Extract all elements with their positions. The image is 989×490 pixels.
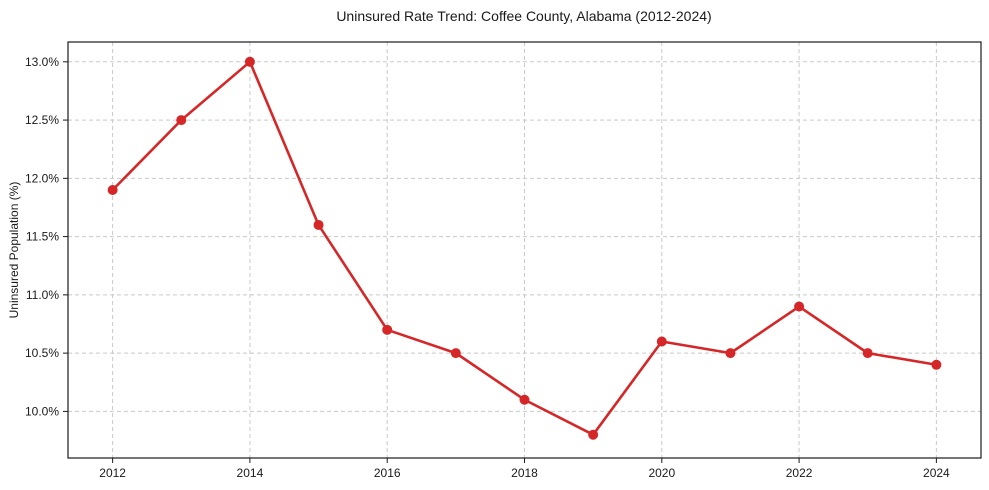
- data-point-2019: [588, 429, 599, 440]
- data-point-2012: [107, 184, 118, 195]
- data-point-2024: [931, 359, 942, 370]
- y-tick-label: 12.0%: [25, 171, 59, 185]
- data-point-2023: [862, 348, 873, 359]
- data-point-2015: [313, 219, 324, 230]
- data-point-2016: [382, 324, 393, 335]
- y-tick-label: 12.5%: [25, 113, 59, 127]
- y-tick-label: 10.0%: [25, 404, 59, 418]
- x-tick-label: 2024: [923, 466, 950, 480]
- data-point-2020: [656, 336, 667, 347]
- x-tick-label: 2022: [786, 466, 813, 480]
- chart-title: Uninsured Rate Trend: Coffee County, Ala…: [336, 8, 712, 24]
- data-point-2018: [519, 394, 530, 405]
- data-point-2021: [725, 348, 736, 359]
- data-point-2022: [794, 301, 805, 312]
- plot-frame: [67, 41, 982, 459]
- x-tick-label: 2018: [511, 466, 538, 480]
- y-tick-label: 10.5%: [25, 346, 59, 360]
- x-tick-label: 2016: [374, 466, 401, 480]
- y-axis-label: Uninsured Population (%): [7, 181, 21, 319]
- data-point-2013: [176, 115, 187, 126]
- x-tick-label: 2012: [99, 466, 126, 480]
- x-tick-label: 2014: [237, 466, 264, 480]
- y-tick-label: 13.0%: [25, 55, 59, 69]
- y-tick-label: 11.5%: [26, 230, 59, 244]
- x-tick-label: 2020: [648, 466, 675, 480]
- data-point-2017: [450, 348, 461, 359]
- y-tick-label: 11.0%: [26, 288, 59, 302]
- data-point-2014: [244, 56, 255, 67]
